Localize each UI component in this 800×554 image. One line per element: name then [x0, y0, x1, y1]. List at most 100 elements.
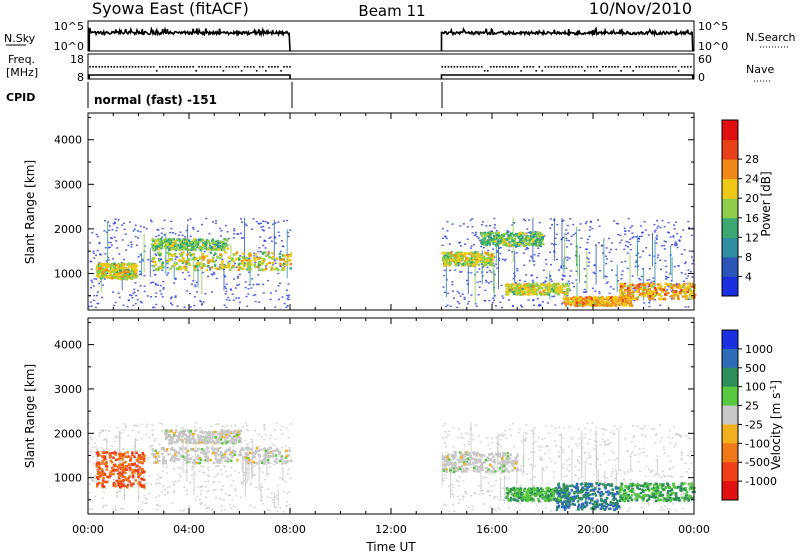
- nave-point: [171, 66, 173, 68]
- scatter-point: [191, 466, 194, 468]
- scatter-point: [482, 503, 485, 505]
- band-4-point: [499, 238, 503, 241]
- band-0-point: [122, 475, 125, 479]
- band-0-point: [107, 263, 110, 266]
- band-5-point: [550, 287, 553, 291]
- scatter-point: [152, 281, 154, 284]
- scatter-point: [130, 246, 133, 248]
- scatter-point: [466, 283, 469, 285]
- scatter-point: [501, 306, 503, 309]
- scatter-point: [611, 470, 614, 473]
- band-1-point: [173, 263, 176, 267]
- scatter-point: [591, 287, 594, 290]
- scatter-point: [159, 290, 162, 292]
- band-6-point: [588, 296, 591, 299]
- band-3-point: [456, 262, 460, 265]
- scatter-point: [644, 435, 647, 437]
- scatter-point: [282, 459, 285, 461]
- scatter-point: [185, 229, 188, 232]
- scatter-point: [524, 439, 527, 441]
- scatter-point: [580, 237, 583, 240]
- scatter-point: [280, 446, 283, 449]
- scatter-point: [259, 462, 262, 464]
- scatter-point: [665, 241, 668, 243]
- power-plot-bg: [88, 113, 694, 310]
- velocity-data: [88, 422, 696, 513]
- scatter-point: [559, 290, 562, 292]
- nave-point: [180, 66, 182, 68]
- nave-point: [586, 66, 589, 68]
- scatter-point: [541, 438, 544, 441]
- band-1-point: [231, 266, 235, 269]
- scatter-point: [156, 284, 159, 286]
- scatter-point: [553, 295, 556, 297]
- band-1-point: [249, 252, 253, 256]
- nave-point: [258, 66, 261, 68]
- scatter-point: [568, 458, 571, 460]
- nsearch-label: N.Search: [746, 31, 796, 44]
- band-5-point: [527, 288, 531, 291]
- band-7-point: [623, 288, 627, 292]
- scatter-point: [214, 489, 217, 491]
- scatter-point: [495, 230, 498, 232]
- scatter-point: [493, 295, 496, 297]
- scatter-point: [667, 436, 670, 439]
- scatter-point: [533, 427, 536, 429]
- nave-point: [532, 66, 534, 68]
- band-5-point: [546, 283, 550, 286]
- band-6-point: [611, 301, 614, 305]
- scatter-point: [196, 486, 199, 488]
- cpid-label: CPID: [6, 91, 35, 104]
- nave-point: [656, 66, 659, 68]
- scatter-point: [137, 256, 140, 258]
- band-0-point: [134, 479, 138, 482]
- scatter-point: [524, 280, 527, 283]
- band-5-point: [567, 288, 570, 291]
- scatter-point: [669, 460, 672, 462]
- scatter-point: [680, 253, 683, 256]
- band-1-point: [185, 262, 188, 265]
- scatter-point: [160, 232, 163, 234]
- scatter-point: [645, 475, 648, 478]
- scatter-point: [444, 235, 446, 237]
- scatter-point: [596, 441, 599, 443]
- scatter-point: [653, 231, 656, 233]
- band-1-point: [261, 268, 264, 271]
- band-0-point: [134, 469, 137, 472]
- scatter-point: [176, 256, 179, 258]
- scatter-point: [226, 424, 229, 427]
- band-0-point: [132, 274, 135, 277]
- scatter-point: [499, 439, 502, 441]
- scatter-point: [489, 225, 491, 227]
- scatter-point: [620, 278, 623, 280]
- band-3-point: [473, 258, 476, 261]
- scatter-point: [104, 220, 106, 222]
- scatter-point: [538, 304, 540, 307]
- scatter-point: [234, 287, 237, 289]
- band-0-point: [137, 470, 140, 474]
- band-0-point: [97, 461, 100, 464]
- scatter-point: [227, 451, 230, 453]
- scatter-point: [107, 256, 110, 259]
- band-7-point: [660, 285, 663, 288]
- scatter-point: [199, 498, 202, 501]
- band-5-point: [506, 282, 509, 286]
- band-1-point: [185, 455, 189, 458]
- band-1-point: [214, 252, 217, 255]
- scatter-point: [88, 422, 91, 425]
- band-4-point: [532, 231, 535, 234]
- scatter-point: [655, 459, 658, 461]
- scatter-point: [144, 497, 147, 499]
- scatter-point: [104, 246, 107, 249]
- scatter-point: [663, 240, 666, 242]
- scatter-point: [122, 507, 125, 510]
- band-0-point: [121, 458, 124, 461]
- band-1-point: [189, 254, 193, 257]
- nave-point: [574, 66, 577, 68]
- scatter-point: [199, 300, 202, 303]
- band-7-point: [653, 286, 657, 290]
- scatter-point: [533, 253, 536, 256]
- scatter-point: [599, 464, 602, 466]
- scatter-point: [161, 305, 164, 308]
- scatter-point: [565, 246, 568, 248]
